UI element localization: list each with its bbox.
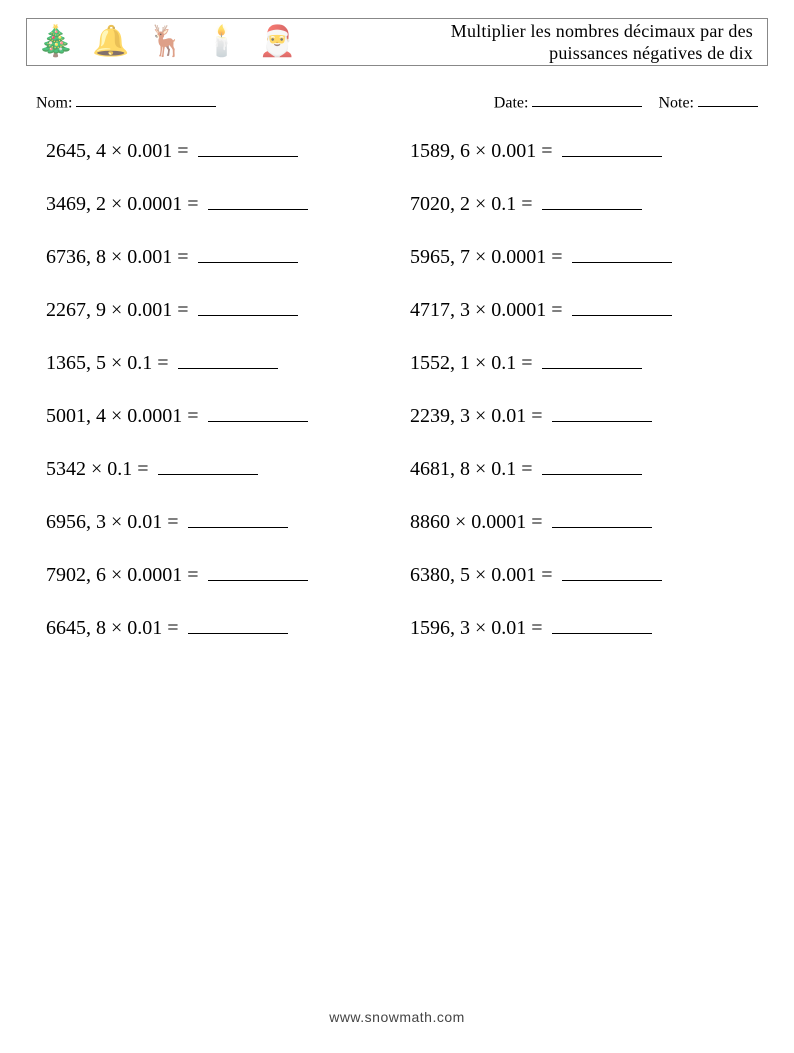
- problem-left-5: 1365, 5 × 0.1 =: [46, 352, 400, 375]
- answer-blank[interactable]: [552, 618, 652, 634]
- title-line-1: Multiplier les nombres décimaux par des: [451, 21, 753, 41]
- worksheet-page: 🎄 🔔 🦌 🕯️ 🎅 Multiplier les nombres décima…: [0, 0, 794, 1053]
- answer-blank[interactable]: [188, 512, 288, 528]
- ornament-icon: 🎅: [258, 27, 295, 57]
- problem-expr: 2267, 9 × 0.001 =: [46, 299, 189, 321]
- problem-left-7: 5342 × 0.1 =: [46, 458, 400, 481]
- name-field: Nom:: [36, 92, 216, 112]
- answer-blank[interactable]: [562, 565, 662, 581]
- problem-left-10: 6645, 8 × 0.01 =: [46, 617, 400, 640]
- problem-right-7: 4681, 8 × 0.1 =: [410, 458, 764, 481]
- bell-icon: 🔔: [92, 27, 129, 57]
- date-blank[interactable]: [532, 92, 642, 107]
- problem-expr: 6736, 8 × 0.001 =: [46, 246, 189, 268]
- header-box: 🎄 🔔 🦌 🕯️ 🎅 Multiplier les nombres décima…: [26, 18, 768, 66]
- problem-left-1: 2645, 4 × 0.001 =: [46, 140, 400, 163]
- wreath-icon: 🎄: [37, 27, 74, 57]
- problem-expr: 1365, 5 × 0.1 =: [46, 352, 169, 374]
- problem-right-3: 5965, 7 × 0.0001 =: [410, 246, 764, 269]
- name-label: Nom:: [36, 94, 72, 111]
- problem-right-1: 1589, 6 × 0.001 =: [410, 140, 764, 163]
- problem-expr: 4717, 3 × 0.0001 =: [410, 299, 563, 321]
- footer-url: www.snowmath.com: [0, 1009, 794, 1025]
- problem-expr: 1589, 6 × 0.001 =: [410, 140, 553, 162]
- date-note-group: Date: Note:: [494, 92, 758, 112]
- problem-left-3: 6736, 8 × 0.001 =: [46, 246, 400, 269]
- problem-left-9: 7902, 6 × 0.0001 =: [46, 564, 400, 587]
- problem-expr: 3469, 2 × 0.0001 =: [46, 193, 199, 215]
- answer-blank[interactable]: [198, 247, 298, 263]
- answer-blank[interactable]: [542, 353, 642, 369]
- answer-blank[interactable]: [572, 247, 672, 263]
- problems-grid: 2645, 4 × 0.001 = 1589, 6 × 0.001 = 3469…: [46, 140, 764, 640]
- note-blank[interactable]: [698, 92, 758, 107]
- answer-blank[interactable]: [562, 141, 662, 157]
- answer-blank[interactable]: [198, 300, 298, 316]
- answer-blank[interactable]: [178, 353, 278, 369]
- problem-right-2: 7020, 2 × 0.1 =: [410, 193, 764, 216]
- answer-blank[interactable]: [208, 194, 308, 210]
- problem-expr: 7020, 2 × 0.1 =: [410, 193, 533, 215]
- title-line-2: puissances négatives de dix: [549, 43, 753, 63]
- problem-expr: 1596, 3 × 0.01 =: [410, 617, 543, 639]
- candle-icon: 🕯️: [203, 27, 240, 57]
- answer-blank[interactable]: [158, 459, 258, 475]
- worksheet-title: Multiplier les nombres décimaux par des …: [451, 20, 757, 65]
- problem-expr: 2645, 4 × 0.001 =: [46, 140, 189, 162]
- problem-left-6: 5001, 4 × 0.0001 =: [46, 405, 400, 428]
- answer-blank[interactable]: [208, 406, 308, 422]
- note-label: Note:: [658, 94, 694, 111]
- problem-left-2: 3469, 2 × 0.0001 =: [46, 193, 400, 216]
- problem-expr: 4681, 8 × 0.1 =: [410, 458, 533, 480]
- problem-right-4: 4717, 3 × 0.0001 =: [410, 299, 764, 322]
- answer-blank[interactable]: [552, 406, 652, 422]
- problem-expr: 8860 × 0.0001 =: [410, 511, 543, 533]
- problem-expr: 6956, 3 × 0.01 =: [46, 511, 179, 533]
- problem-expr: 5001, 4 × 0.0001 =: [46, 405, 199, 427]
- problem-left-8: 6956, 3 × 0.01 =: [46, 511, 400, 534]
- answer-blank[interactable]: [208, 565, 308, 581]
- problem-expr: 5965, 7 × 0.0001 =: [410, 246, 563, 268]
- answer-blank[interactable]: [552, 512, 652, 528]
- meta-row: Nom: Date: Note:: [36, 92, 758, 112]
- answer-blank[interactable]: [542, 459, 642, 475]
- problem-right-8: 8860 × 0.0001 =: [410, 511, 764, 534]
- problem-expr: 6645, 8 × 0.01 =: [46, 617, 179, 639]
- reindeer-icon: 🦌: [148, 27, 185, 57]
- problem-expr: 7902, 6 × 0.0001 =: [46, 564, 199, 586]
- name-blank[interactable]: [76, 92, 216, 107]
- date-label: Date:: [494, 94, 529, 111]
- problem-expr: 5342 × 0.1 =: [46, 458, 149, 480]
- answer-blank[interactable]: [198, 141, 298, 157]
- problem-left-4: 2267, 9 × 0.001 =: [46, 299, 400, 322]
- problem-right-6: 2239, 3 × 0.01 =: [410, 405, 764, 428]
- problem-right-10: 1596, 3 × 0.01 =: [410, 617, 764, 640]
- problem-right-5: 1552, 1 × 0.1 =: [410, 352, 764, 375]
- problem-expr: 6380, 5 × 0.001 =: [410, 564, 553, 586]
- problem-right-9: 6380, 5 × 0.001 =: [410, 564, 764, 587]
- answer-blank[interactable]: [542, 194, 642, 210]
- icon-strip: 🎄 🔔 🦌 🕯️ 🎅: [37, 27, 296, 57]
- problem-expr: 1552, 1 × 0.1 =: [410, 352, 533, 374]
- answer-blank[interactable]: [188, 618, 288, 634]
- problem-expr: 2239, 3 × 0.01 =: [410, 405, 543, 427]
- answer-blank[interactable]: [572, 300, 672, 316]
